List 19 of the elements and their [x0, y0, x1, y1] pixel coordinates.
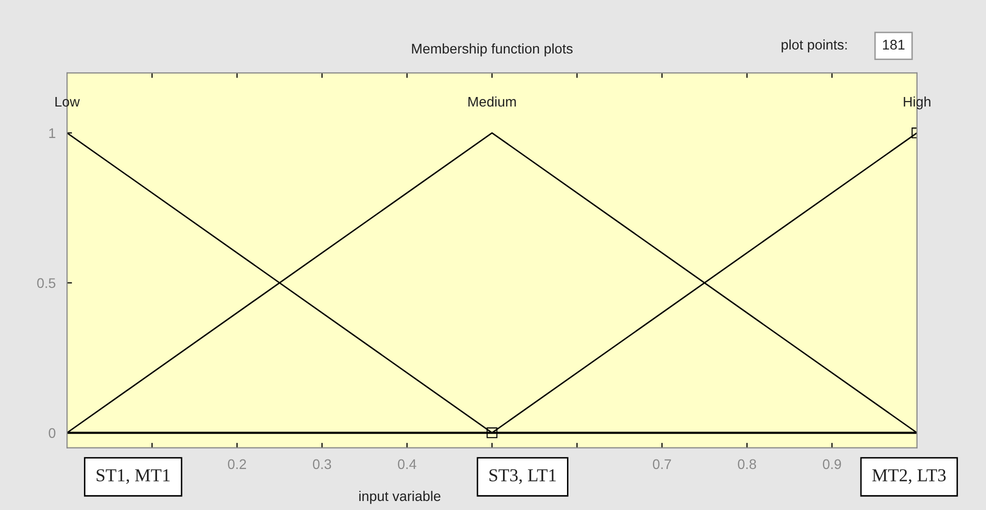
series-label: High	[904, 96, 930, 110]
y-tick-label: 1	[49, 128, 56, 138]
x-tick-label: 0.2	[228, 459, 246, 470]
x-tick-label: 0.3	[312, 459, 332, 470]
x-axis-title: input variable	[359, 490, 440, 504]
y-tick-label: 0	[48, 428, 56, 438]
text: Medium	[468, 96, 516, 107]
x-tick-label: 0.7	[652, 459, 671, 470]
text: plot points:	[782, 39, 847, 52]
x-tick-label: 0.9	[822, 459, 841, 470]
text: ST1, MT1	[96, 469, 170, 484]
text: 181	[883, 40, 904, 50]
text: Low	[55, 96, 80, 107]
x-tick-label: 0.4	[398, 459, 416, 470]
text: MT2, LT3	[872, 469, 946, 484]
chart-title: Membership function plots	[412, 43, 573, 56]
y-tick-label: 0.5	[37, 278, 56, 288]
x-tick-label: 0.8	[738, 459, 756, 470]
text: ST3, LT1	[490, 469, 556, 484]
